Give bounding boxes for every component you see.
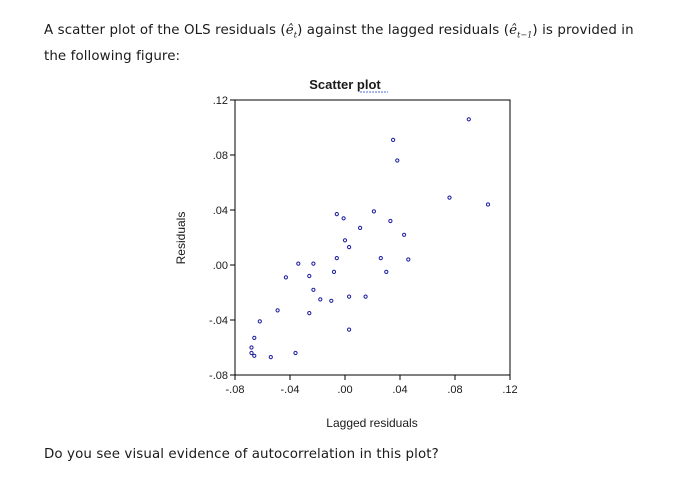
intro-text-1: A scatter plot of the OLS residuals ( bbox=[44, 23, 286, 38]
intro-text-3: ) is provided in the following figure: bbox=[44, 23, 634, 64]
scatter-figure: Scatter plot -.08 -.04.00.04.08.12 -.08-.… bbox=[174, 77, 518, 430]
x-tick-label: .04 bbox=[392, 384, 407, 396]
data-point bbox=[252, 353, 257, 358]
data-point bbox=[334, 212, 339, 217]
data-point bbox=[331, 269, 337, 274]
plot-frame bbox=[234, 99, 511, 376]
data-point bbox=[402, 232, 407, 237]
data-point bbox=[347, 327, 352, 332]
intro-text-2: ) against the lagged residuals ( bbox=[297, 23, 510, 38]
data-point bbox=[252, 335, 257, 340]
data-point bbox=[311, 287, 316, 292]
y-axis-label: Residuals bbox=[174, 212, 188, 265]
x-axis-label: Lagged residuals bbox=[326, 416, 417, 430]
data-point bbox=[363, 294, 368, 299]
x-tick-label: .12 bbox=[502, 384, 517, 396]
y-tick-label: .04 bbox=[213, 205, 228, 217]
data-point bbox=[257, 319, 262, 324]
data-point bbox=[358, 225, 363, 230]
data-point bbox=[307, 311, 312, 316]
data-point bbox=[485, 202, 491, 207]
question-intro: A scatter plot of the OLS residuals (êt)… bbox=[44, 20, 654, 67]
question-prompt: Do you see visual evidence of autocorrel… bbox=[44, 447, 439, 462]
data-point bbox=[347, 245, 352, 250]
data-point bbox=[388, 218, 393, 224]
x-tick-label: .08 bbox=[447, 384, 462, 396]
data-point bbox=[447, 195, 452, 200]
data-point bbox=[384, 269, 389, 274]
data-point bbox=[307, 273, 312, 279]
y-tick-label: .12 bbox=[213, 95, 228, 107]
data-point bbox=[466, 117, 471, 122]
y-tick-label: .08 bbox=[213, 150, 228, 162]
data-point bbox=[296, 261, 301, 266]
data-point bbox=[391, 137, 396, 142]
scatter-points bbox=[249, 117, 491, 360]
axis-ticks bbox=[230, 99, 511, 380]
y-tick-label: -.04 bbox=[209, 315, 228, 327]
y-tick-labels: -.08 -.04 .00 .04 .08 .12 bbox=[209, 95, 228, 382]
x-tick-label: -.08 bbox=[226, 384, 245, 396]
data-point bbox=[329, 298, 334, 303]
data-point bbox=[283, 275, 288, 280]
data-point bbox=[378, 256, 383, 261]
residual-symbol: êt bbox=[285, 23, 298, 40]
x-tick-labels: -.08 -.04 .00 .04 .08 .12 bbox=[226, 384, 518, 396]
chart-title: Scatter plot bbox=[309, 77, 381, 92]
data-point bbox=[249, 350, 254, 356]
data-point bbox=[293, 350, 298, 356]
data-point bbox=[311, 261, 316, 266]
data-point bbox=[406, 257, 411, 262]
data-point bbox=[249, 345, 254, 350]
lagged-residual-symbol: êt−1 bbox=[509, 23, 533, 40]
y-tick-label: -.08 bbox=[209, 370, 228, 382]
data-point bbox=[371, 209, 376, 214]
data-point bbox=[347, 294, 352, 299]
y-tick-label: .00 bbox=[213, 260, 228, 272]
data-point bbox=[395, 158, 400, 163]
data-point bbox=[342, 238, 348, 243]
x-tick-label: .00 bbox=[337, 384, 352, 396]
data-point bbox=[341, 216, 346, 221]
data-point bbox=[268, 355, 273, 360]
data-point bbox=[275, 308, 280, 313]
data-point bbox=[334, 256, 339, 261]
x-tick-label: -.04 bbox=[281, 384, 300, 396]
data-point bbox=[318, 297, 323, 302]
